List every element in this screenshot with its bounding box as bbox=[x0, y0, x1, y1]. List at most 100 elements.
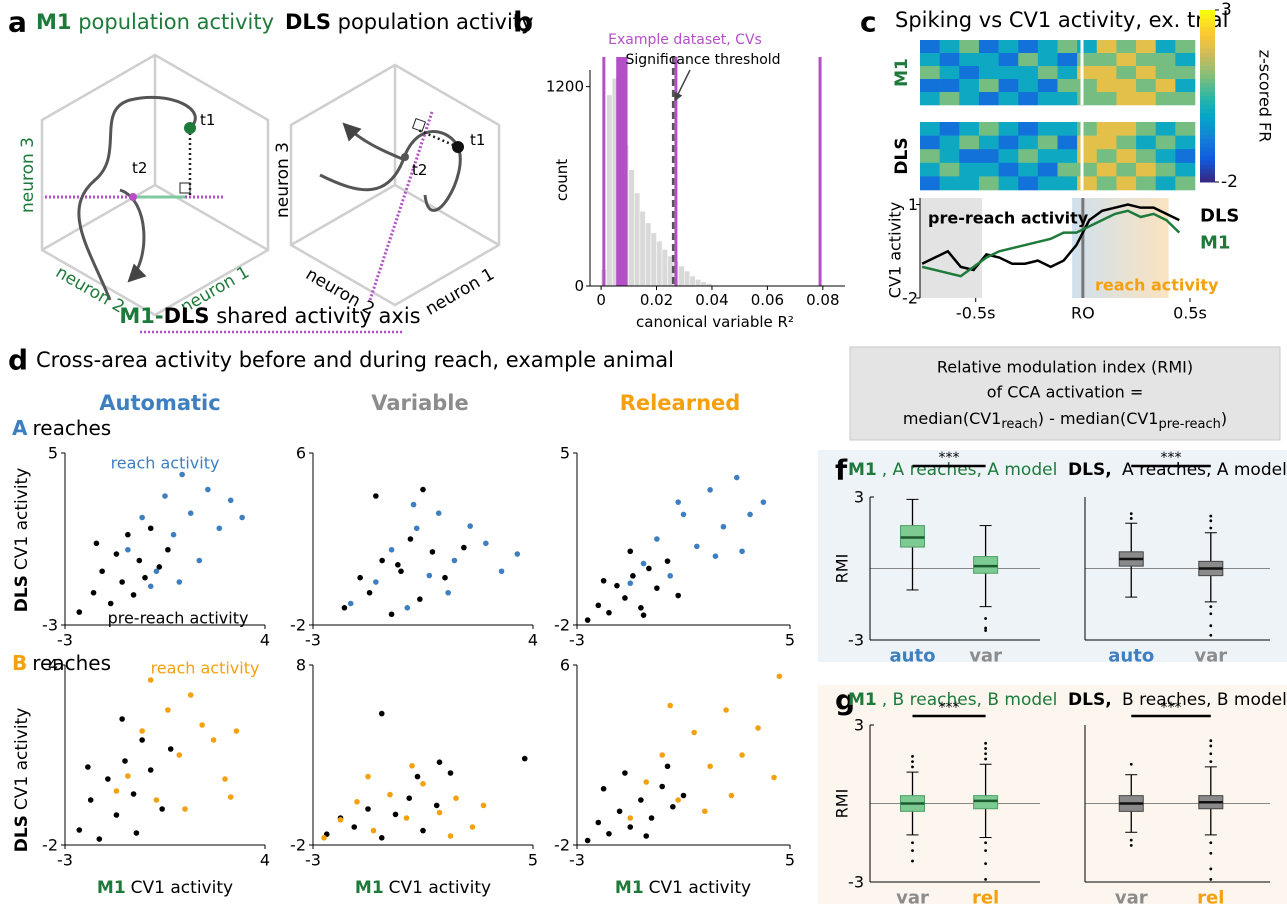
heatmap-cell bbox=[998, 176, 1019, 191]
heatmap-cell bbox=[1037, 40, 1058, 54]
heatmap-cell bbox=[1116, 122, 1137, 136]
x-axis-label: canonical variable R² bbox=[636, 313, 794, 331]
scatter-point bbox=[130, 592, 137, 598]
scatter-point bbox=[113, 551, 120, 557]
row-label: M1 bbox=[892, 58, 912, 87]
heatmap-cell bbox=[1096, 162, 1117, 177]
colorbar-step bbox=[1200, 10, 1215, 15]
scatter-point bbox=[433, 802, 440, 809]
scatter-point bbox=[643, 833, 650, 839]
heatmap-cell bbox=[1116, 53, 1137, 67]
outlier bbox=[1209, 514, 1213, 518]
scatter-point bbox=[147, 525, 154, 532]
heatmap-cell bbox=[1155, 162, 1176, 177]
scatter-point bbox=[96, 836, 103, 842]
scatter-point bbox=[122, 758, 128, 764]
line bbox=[921, 203, 1180, 272]
scatter-point bbox=[119, 716, 125, 722]
time-label: t1 bbox=[470, 131, 485, 149]
row-label: DLS bbox=[892, 137, 912, 174]
scatter-point bbox=[707, 763, 713, 770]
series-label: reach activity bbox=[111, 454, 220, 473]
chart-title-part: DLS, bbox=[1068, 690, 1112, 710]
scatter-point bbox=[153, 568, 160, 575]
heatmap-cell bbox=[939, 40, 960, 54]
outlier bbox=[1209, 867, 1213, 871]
heatmap-cell bbox=[1018, 135, 1039, 150]
scatter-point bbox=[182, 806, 188, 812]
scatter-point bbox=[675, 592, 681, 599]
heatmap-cell bbox=[959, 40, 980, 54]
heatmap-cell bbox=[1077, 92, 1098, 106]
heatmap-cell bbox=[939, 79, 960, 93]
caption-part: shared activity axis bbox=[216, 304, 420, 328]
heatmap-cell bbox=[959, 92, 980, 106]
heatmap-cell bbox=[1175, 66, 1196, 80]
y-tick-label: 0 bbox=[574, 277, 584, 295]
projection-line bbox=[417, 128, 459, 149]
outlier bbox=[911, 849, 914, 852]
outlier bbox=[984, 617, 987, 620]
heatmap-cell bbox=[1057, 79, 1078, 93]
y-axis-label-part: CV1 activity bbox=[12, 708, 32, 810]
scatter-point bbox=[664, 763, 671, 770]
heatmap-cell bbox=[1018, 66, 1039, 80]
scatter-point bbox=[76, 609, 83, 615]
point-t2 bbox=[401, 153, 409, 161]
x-axis-label-part: M1 bbox=[355, 878, 384, 898]
scatter-point bbox=[630, 573, 636, 579]
heatmap-cell bbox=[920, 122, 940, 136]
heatmap-cell bbox=[1175, 53, 1196, 67]
outlier bbox=[1209, 605, 1213, 609]
outlier bbox=[911, 841, 914, 845]
colorbar-step bbox=[1200, 169, 1215, 174]
scatter-point bbox=[654, 536, 660, 542]
x-axis-label: M1 CV1 activity bbox=[97, 878, 233, 898]
scatter-point bbox=[616, 808, 623, 815]
scatter-point bbox=[366, 589, 373, 596]
scatter-point bbox=[176, 579, 183, 585]
scatter-point bbox=[680, 511, 687, 518]
heatmap-cell bbox=[939, 53, 960, 67]
heatmap-cell bbox=[1116, 40, 1137, 54]
heatmap-cell bbox=[1175, 149, 1196, 164]
heatmap-cell bbox=[1136, 162, 1157, 177]
legend-label: M1 bbox=[1200, 233, 1230, 254]
colorbar-step bbox=[1200, 61, 1215, 67]
y-tick-label: -3 bbox=[848, 631, 864, 650]
scatter-point bbox=[227, 794, 234, 800]
heatmap-cell bbox=[1175, 176, 1196, 191]
colorbar-step bbox=[1200, 27, 1215, 32]
colorbar-step bbox=[1200, 70, 1215, 75]
y-axis-label: RMI bbox=[833, 789, 852, 819]
heatmap-cell bbox=[959, 66, 980, 80]
y-tick-label: 3 bbox=[854, 488, 864, 507]
region-label: pre-reach activity bbox=[928, 209, 1089, 228]
outlier bbox=[1209, 633, 1213, 637]
panel-label: d bbox=[8, 344, 28, 377]
region bbox=[920, 198, 983, 298]
y-tick-label: 4 bbox=[48, 656, 58, 675]
column-title: Relearned bbox=[620, 391, 741, 415]
scatter-point bbox=[337, 817, 344, 823]
x-tick-label: 0.04 bbox=[695, 291, 728, 309]
scatter-point bbox=[341, 605, 348, 611]
scatter-point bbox=[702, 808, 708, 815]
y-tick-label: -2 bbox=[290, 616, 306, 635]
heatmap-cell bbox=[998, 122, 1019, 136]
scatter-point bbox=[407, 536, 414, 542]
scatter-point bbox=[667, 573, 673, 579]
scatter-point bbox=[627, 580, 634, 587]
outlier bbox=[984, 849, 987, 852]
heatmap-cell bbox=[1136, 176, 1157, 191]
heatmap-cell bbox=[1057, 122, 1078, 136]
scatter-point bbox=[99, 568, 105, 575]
significance-label: *** bbox=[939, 450, 960, 466]
heatmap-cell bbox=[978, 149, 999, 164]
formula-part: ) bbox=[1221, 409, 1227, 428]
heatmap-cell bbox=[1155, 149, 1176, 164]
heatmap-cell bbox=[1037, 149, 1058, 164]
heatmap-cell bbox=[939, 135, 960, 150]
histogram-bar bbox=[639, 210, 646, 287]
heatmap-cell bbox=[1175, 122, 1196, 136]
